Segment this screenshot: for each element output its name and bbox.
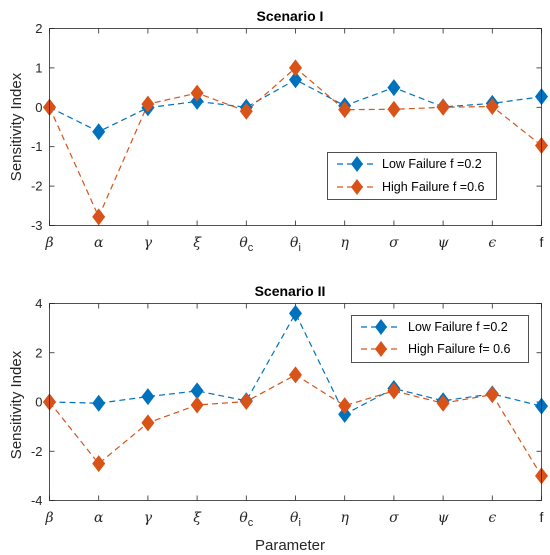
series-markers [43,59,548,226]
legend-marker-low [375,319,387,335]
chart-title: Scenario I [257,8,324,24]
data-point-high [338,397,352,415]
x-tick-label: β [44,510,53,526]
data-point-high [485,98,499,116]
data-point-high [387,100,401,118]
data-point-high [239,102,253,120]
data-point-high [190,84,204,102]
data-point-low [289,71,302,89]
legend: Low Failure f =0.2 High Failure f= 0.6 [351,315,529,363]
data-point-low [387,79,401,97]
panel-scenario-2: Scenario II Sensitivity Index Parameter … [8,283,548,554]
legend-label-low: Low Failure f =0.2 [408,320,508,334]
x-tick-label: ϵ [488,510,496,526]
plot-frame [49,303,542,501]
y-axis-label: Sensitivity Index [8,350,25,459]
x-tick-label: β [44,235,53,251]
y-tick-labels: 4 2 0 -2 -4 [31,296,43,508]
plot-frame [49,28,542,226]
data-point-low [92,394,106,412]
legend-entry-low: Low Failure f =0.2 [337,156,482,172]
y-tick-label: -1 [31,139,43,154]
x-tick-labels: β α γ ξ θc θi η σ ψ ϵ f [44,509,543,529]
y-tick-label: 0 [35,100,42,115]
legend-marker-high [375,341,387,357]
x-tick-label: γ [144,235,153,251]
y-tick-label: 2 [35,21,42,36]
x-tick-label: ψ [438,235,450,251]
data-point-high [289,366,302,384]
y-tick-label: 0 [35,395,42,410]
x-tick-label: θc [239,510,253,529]
legend-marker-high [351,179,363,195]
legend-label-high: High Failure f= 0.6 [408,342,511,356]
x-tick-label: σ [389,510,399,526]
x-tick-label: η [341,235,350,251]
x-tick-label: η [341,510,350,526]
y-tick-labels: 2 1 0 -1 -2 -3 [31,21,43,233]
data-point-low [338,405,352,423]
panel-scenario-1: Scenario I Sensitivity Index 2 1 0 -1 -2 -3 β… [8,8,548,254]
x-tick-label: ξ [193,235,202,251]
series-line-high [49,374,543,477]
legend-entry-high: High Failure f= 0.6 [361,341,511,357]
y-tick-label: -2 [31,444,43,459]
x-axis-label: Parameter [255,537,325,554]
y-tick-label: -3 [31,218,43,233]
legend-label-low: Low Failure f =0.2 [382,157,482,171]
x-tick-label: f [540,234,544,250]
x-tick-label: θc [239,235,253,254]
data-point-high [239,393,253,411]
x-tick-label: ϵ [488,235,496,251]
legend-entry-low: Low Failure f =0.2 [361,319,508,335]
legend: Low Failure f =0.2 High Failure f =0.6 [327,152,497,200]
data-point-low [190,382,204,400]
data-point-high [436,98,450,116]
x-tick-label: ψ [438,510,450,526]
data-point-high [485,386,499,404]
y-tick-label: 4 [35,296,42,311]
series-line-low [49,312,542,416]
y-tick-label: -4 [31,493,43,508]
data-point-high [338,101,352,119]
legend-entry-high: High Failure f =0.6 [337,179,485,195]
data-point-high [92,208,106,226]
x-tick-label: α [94,235,104,251]
data-point-low [141,388,155,406]
x-tick-labels: β α γ ξ θc θi η σ ψ ϵ f [44,234,543,254]
y-tick-label: 1 [35,60,42,75]
x-tick-label: α [94,510,104,526]
x-tick-label: ξ [193,510,202,526]
x-tick-label: θi [290,510,301,529]
data-point-high [190,396,204,414]
y-tick-label: -2 [31,179,43,194]
data-point-low [289,304,302,322]
data-point-high [141,95,155,113]
x-tick-label: γ [144,510,153,526]
data-point-high [92,455,106,473]
legend-label-high: High Failure f =0.6 [382,180,485,194]
data-point-high [289,59,302,77]
y-tick-label: 2 [35,345,42,360]
chart-title: Scenario II [255,283,326,299]
data-point-low [92,123,106,141]
data-point-high [141,414,155,432]
x-tick-label: σ [389,235,399,251]
y-axis-label: Sensitivity Index [8,72,25,181]
data-point-high [387,382,401,400]
x-tick-label: θi [290,235,301,254]
legend-marker-low [351,156,363,172]
x-tick-label: f [540,509,544,525]
data-point-high [436,394,450,412]
